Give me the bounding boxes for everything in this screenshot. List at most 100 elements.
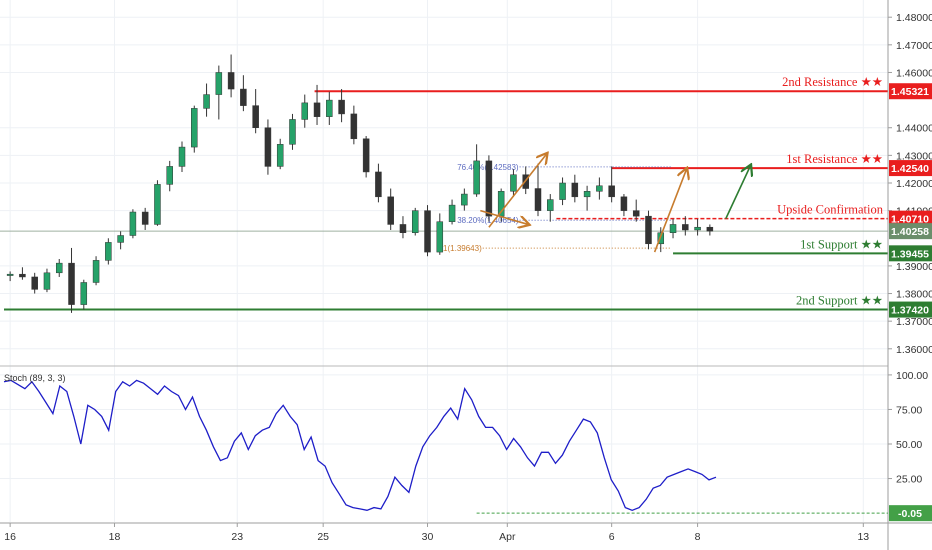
candle-body [424,210,431,253]
candle-body [375,171,382,198]
candle-body [68,262,75,305]
price-badge [889,245,932,262]
fib-level-label: 38.20%(1.40654) [457,216,519,225]
candle-body [596,185,603,192]
stoch-line [3,379,717,511]
projection-arrow [488,154,547,228]
level-name-label: 2nd Resistance ★★ [782,75,883,89]
price-badge [889,301,932,318]
projection-arrow [725,166,751,219]
projection-arrow [653,169,687,253]
time-tick-label: 25 [317,531,329,543]
candle-body [276,144,284,167]
candle-body [313,102,321,117]
candle-body [620,196,628,211]
price-tick-label: 1.44000 [896,123,932,135]
projection-arrow [480,209,528,225]
price-tick-label: 1.48000 [896,12,932,24]
price-tick-label: 1.36000 [896,344,932,356]
price-tick-label: 1.39000 [896,261,932,273]
candle-body [547,199,554,211]
price-badge-label: 1.40258 [891,226,929,238]
stoch-title: Stoch (89, 3, 3) [4,373,66,383]
level-name-label: 1st Resistance ★★ [786,152,883,166]
time-tick-label: 16 [4,531,16,543]
price-badge-label: 1.39455 [891,248,929,260]
candle-body [534,188,542,211]
fib-level-label: 1(1.39643) [443,244,482,253]
stoch-tick-label: 50.00 [896,439,922,451]
stoch-tick-label: 100.00 [896,370,928,382]
candle-body [338,99,345,115]
candle-body [387,196,394,225]
candle-body [105,242,112,261]
candle-body [191,108,198,148]
price-badge-label: 1.40710 [891,214,929,226]
candle-body [350,113,358,140]
candle-body [461,193,468,206]
candle-body [399,224,407,233]
level-labels: 2nd Resistance ★★ 1st Resistance ★★ Upside… [777,75,884,307]
time-tick-label: 30 [422,531,434,543]
candle-body [227,72,235,90]
candle-body [215,72,223,95]
level-name-label: Upside Confirmation [777,203,884,217]
price-badge [889,210,932,227]
price-badge [889,505,932,522]
time-tick-label: 8 [695,531,701,543]
price-badge-label: -0.05 [898,508,922,520]
time-tick-label: 13 [857,531,869,543]
candle-body [583,191,591,198]
price-badge [889,223,932,240]
price-tick-label: 1.38000 [896,289,932,301]
stoch-tick-label: 25.00 [896,474,922,486]
candle-body [645,215,652,245]
candle-body [682,224,689,231]
stoch-tick-label: 75.00 [896,404,922,416]
price-badge-label: 1.45321 [891,86,929,98]
candle-body [411,210,419,233]
time-axis[interactable]: 1618232530Apr681315 [4,523,932,543]
price-tick-label: 1.46000 [896,67,932,79]
candle-body [31,276,38,290]
candle-body [436,221,444,253]
grid-lines [0,0,888,522]
price-tick-label: 1.47000 [896,40,932,52]
candle-body [154,184,161,225]
candle-body [301,102,309,120]
candle-body [694,226,701,231]
candle-body [80,282,88,305]
candle-body [473,160,480,195]
projection-arrows [480,154,751,253]
time-tick-label: 23 [231,531,243,543]
candle-body [571,182,579,198]
candle-body [289,119,296,145]
candle-body [326,99,333,117]
candle-body [608,185,615,198]
price-badge [889,83,932,100]
candle-body [55,262,63,274]
candle-body [19,273,26,278]
time-tick-label: Apr [499,531,516,543]
stochastic-pane: Stoch (89, 3, 3) [3,373,888,514]
candle-body [6,273,14,276]
candle-body [264,127,272,167]
candle-body [141,211,149,225]
stoch-axis[interactable]: 100.00 75.00 50.00 25.00 [888,370,928,486]
candle-body [448,204,456,222]
price-badge-label: 1.42540 [891,163,929,175]
candle-body [669,224,677,233]
candle-body [43,272,51,290]
candle-body [362,138,370,173]
time-tick-label: 6 [609,531,615,543]
price-badges: 1.45321 1.42540 1.40710 1.39455 1.37420 1.402… [889,83,932,522]
candle-body [117,235,124,243]
candle-body [252,105,259,128]
candle-body [129,211,137,236]
candle-body [92,260,100,283]
price-badge-label: 1.37420 [891,305,929,317]
candle-body [240,88,247,106]
candle-body [485,160,493,217]
candle-body [203,94,210,109]
